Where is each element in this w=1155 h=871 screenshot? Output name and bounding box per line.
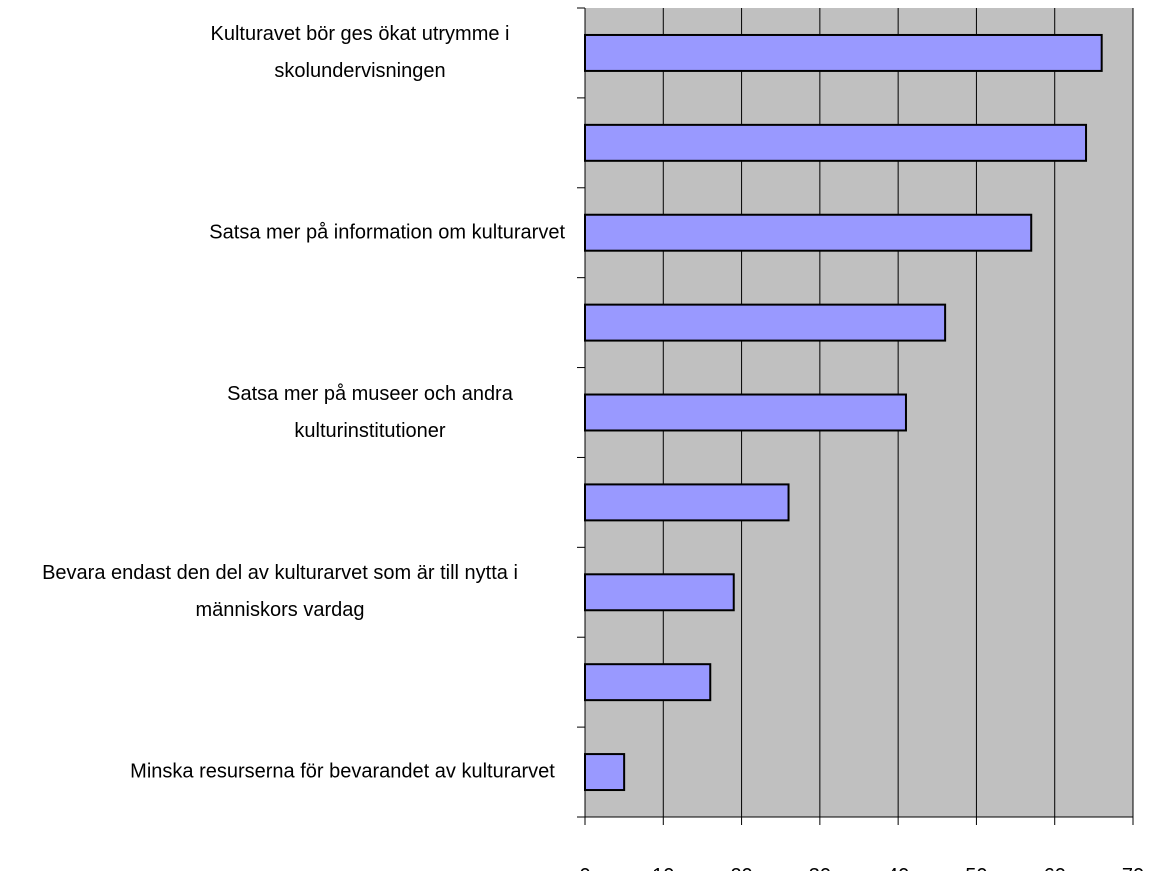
bar <box>584 393 907 432</box>
y-tick-label: Kulturavet bör ges ökat utrymme i skolun… <box>210 22 510 82</box>
x-tick-label: 30 <box>809 865 831 871</box>
bar <box>584 33 1103 72</box>
x-tick-label: 20 <box>730 865 752 871</box>
bar <box>584 213 1033 252</box>
x-tick-label: 70 <box>1122 865 1144 871</box>
bar <box>584 573 735 612</box>
x-tick-label: 40 <box>887 865 909 871</box>
bar <box>584 303 947 342</box>
y-tick-label: Minska resurserna för bevarandet av kult… <box>130 760 555 783</box>
x-tick-label: 60 <box>1044 865 1066 871</box>
bar <box>584 483 790 522</box>
y-tick-label: Satsa mer på information om kulturarvet <box>209 221 565 244</box>
x-tick-label: 10 <box>652 865 674 871</box>
bar <box>584 123 1088 162</box>
bar <box>584 753 626 792</box>
y-tick-label: Satsa mer på museer och andra kulturinst… <box>227 382 513 442</box>
x-tick-label: 50 <box>965 865 987 871</box>
bar <box>584 663 712 702</box>
y-tick-label: Bevara endast den del av kulturarvet som… <box>42 562 518 622</box>
x-tick-label: 0 <box>579 865 590 871</box>
